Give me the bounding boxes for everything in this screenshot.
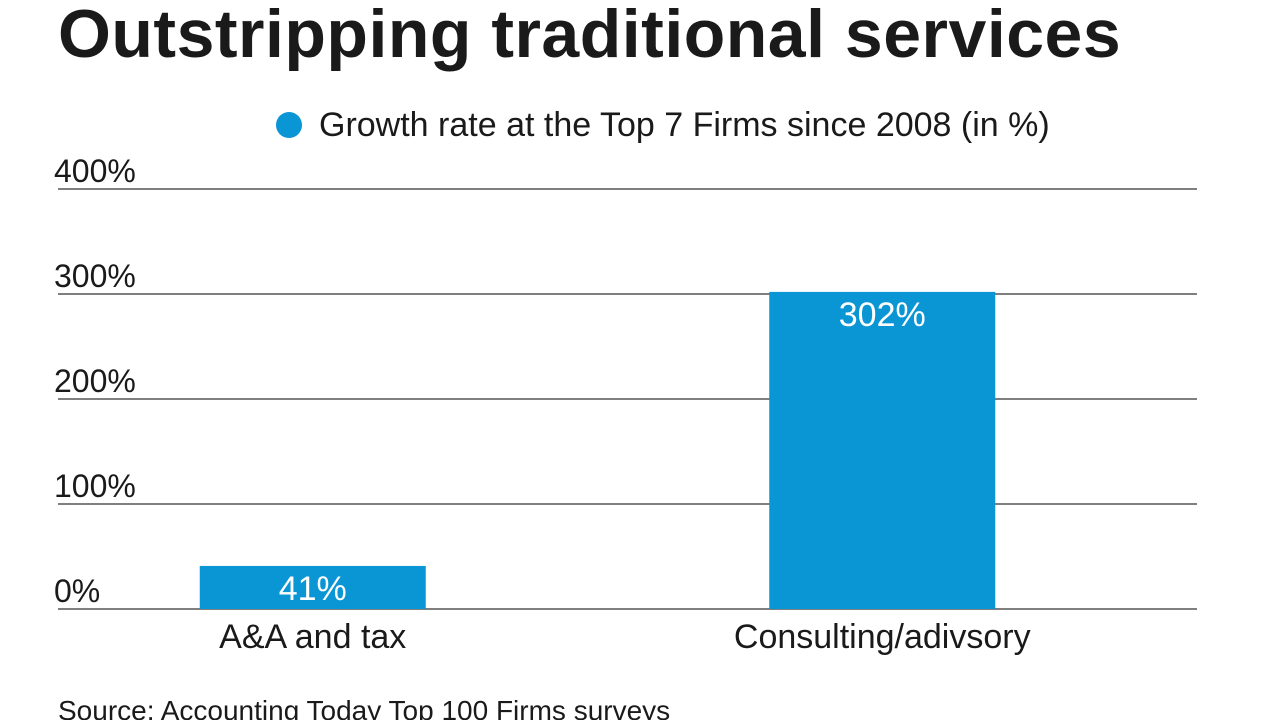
- source-note: Source: Accounting Today Top 100 Firms s…: [58, 695, 671, 720]
- y-tick-label: 100%: [54, 468, 136, 504]
- bar-value-label: 41%: [279, 570, 347, 608]
- y-tick-label: 300%: [54, 258, 136, 294]
- legend-marker: [276, 112, 302, 138]
- x-axis-tick-labels: A&A and tax Consulting/adivsory: [219, 618, 1030, 656]
- x-tick-label: Consulting/adivsory: [734, 618, 1031, 656]
- y-tick-label: 0%: [54, 573, 100, 609]
- legend: Growth rate at the Top 7 Firms since 200…: [276, 106, 1050, 144]
- chart-title: Outstripping traditional services: [58, 0, 1122, 72]
- gridlines: [58, 188, 1197, 610]
- x-tick-label: A&A and tax: [219, 618, 406, 656]
- bar-value-label: 302%: [839, 296, 926, 334]
- bars: 41% 302%: [199, 291, 996, 609]
- legend-label: Growth rate at the Top 7 Firms since 200…: [319, 106, 1050, 144]
- y-tick-label: 400%: [54, 153, 136, 189]
- bar: [769, 291, 996, 609]
- y-axis-tick-labels: 0% 100% 200% 300% 400%: [54, 153, 136, 609]
- bar: [199, 565, 426, 609]
- y-tick-label: 200%: [54, 363, 136, 399]
